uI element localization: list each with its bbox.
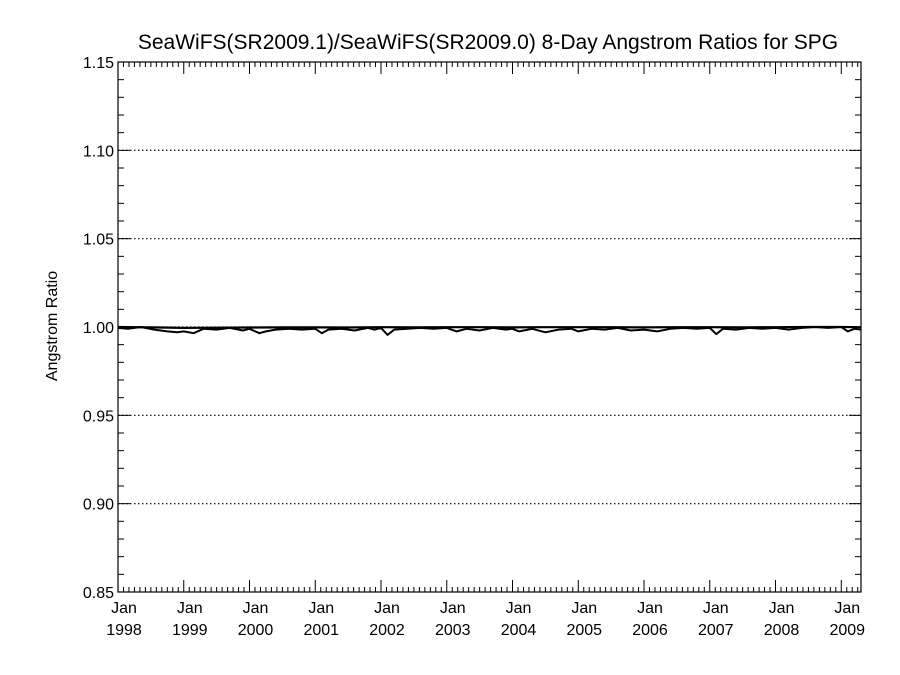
x-tick-year: 2005	[566, 622, 602, 639]
x-tick-year: 2006	[632, 622, 668, 639]
x-tick-month: Jan	[111, 600, 137, 617]
series-line	[117, 326, 862, 336]
x-tick-month: Jan	[374, 600, 400, 617]
y-tick-label: 0.90	[83, 497, 114, 514]
x-tick-year: 2003	[435, 622, 471, 639]
x-tick-month: Jan	[637, 600, 663, 617]
x-tick-year: 1998	[106, 622, 142, 639]
y-axis-label: Angstrom Ratio	[44, 271, 61, 381]
x-tick-year: 1999	[172, 622, 208, 639]
x-tick-month: Jan	[177, 600, 203, 617]
x-tick-year: 2007	[698, 622, 734, 639]
y-tick-label: 1.00	[83, 320, 114, 337]
y-tick-label: 0.85	[83, 585, 114, 602]
axis-ticks	[117, 61, 861, 593]
x-tick-year: 2002	[369, 622, 405, 639]
x-tick-year: 2009	[829, 622, 865, 639]
x-tick-month: Jan	[243, 600, 269, 617]
y-tick-label: 1.15	[83, 55, 114, 72]
x-tick-labels: Jan 1998 Jan 1999 Jan 2000 Jan 2001 Jan 2002 Jan 20…	[106, 600, 865, 639]
chart-title: SeaWiFS(SR2009.1)/SeaWiFS(SR2009.0) 8-Da…	[138, 31, 838, 54]
y-tick-label: 1.10	[83, 143, 114, 160]
x-tick-month: Jan	[440, 600, 466, 617]
x-tick-year: 2004	[501, 622, 537, 639]
x-tick-year: 2000	[238, 622, 274, 639]
x-tick-month: Jan	[769, 600, 795, 617]
y-tick-labels: 0.85 0.90 0.95 1.00 1.05 1.10 1.15	[83, 55, 114, 602]
x-tick-year: 2001	[303, 622, 339, 639]
series-line	[117, 325, 862, 329]
data-series	[117, 325, 862, 336]
x-tick-month: Jan	[506, 600, 532, 617]
y-tick-label: 1.05	[83, 232, 114, 249]
x-tick-month: Jan	[308, 600, 334, 617]
y-tick-label: 0.95	[83, 408, 114, 425]
x-tick-month: Jan	[703, 600, 729, 617]
x-tick-month: Jan	[571, 600, 597, 617]
x-tick-year: 2008	[764, 622, 800, 639]
x-tick-month: Jan	[834, 600, 860, 617]
